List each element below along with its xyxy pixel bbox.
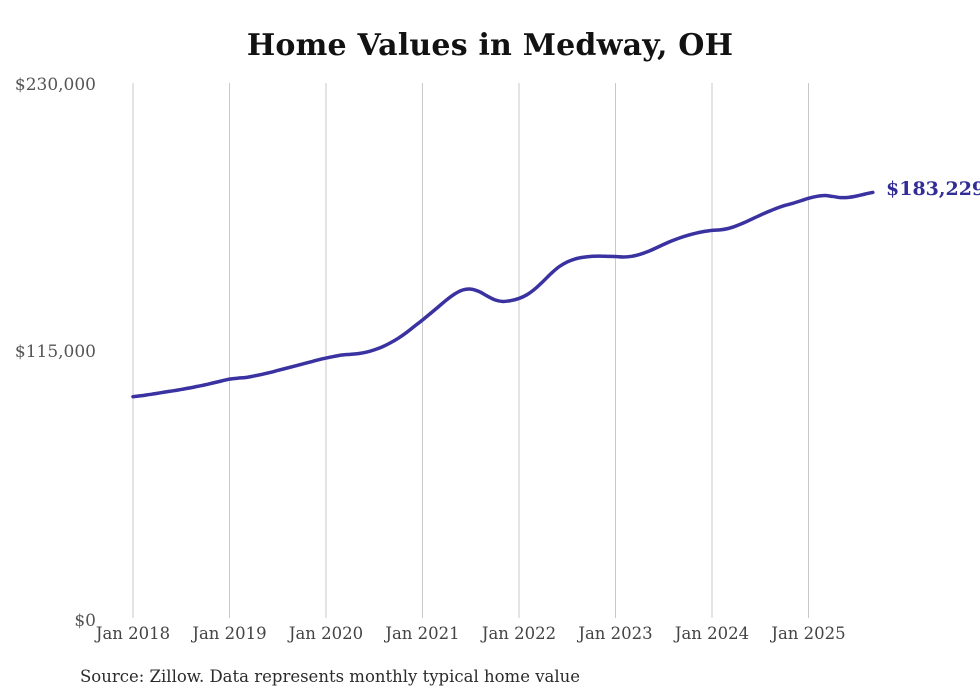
- y-axis-label-230000: $230,000: [14, 75, 96, 95]
- x-axis-label: Jan 2025: [771, 624, 846, 643]
- chart-title: Home Values in Medway, OH: [246, 28, 734, 63]
- y-axis-label-115000: $115,000: [14, 342, 96, 362]
- home-value-line: [131, 190, 875, 399]
- current-value-label: $183,229: [886, 178, 980, 200]
- x-axis-label: Jan 2021: [385, 624, 460, 643]
- x-axis-label: Jan 2019: [192, 624, 267, 643]
- gridlines: [132, 83, 809, 618]
- y-axis-label-0: $0: [74, 611, 96, 631]
- source-note: Source: Zillow. Data represents monthly …: [80, 667, 581, 686]
- x-axis-label: Jan 2024: [674, 624, 750, 643]
- x-axis-label: Jan 2023: [578, 624, 653, 643]
- x-axis-label: Jan 2022: [481, 624, 557, 643]
- x-axis-label: Jan 2018: [95, 624, 171, 643]
- x-axis-label: Jan 2020: [288, 624, 364, 643]
